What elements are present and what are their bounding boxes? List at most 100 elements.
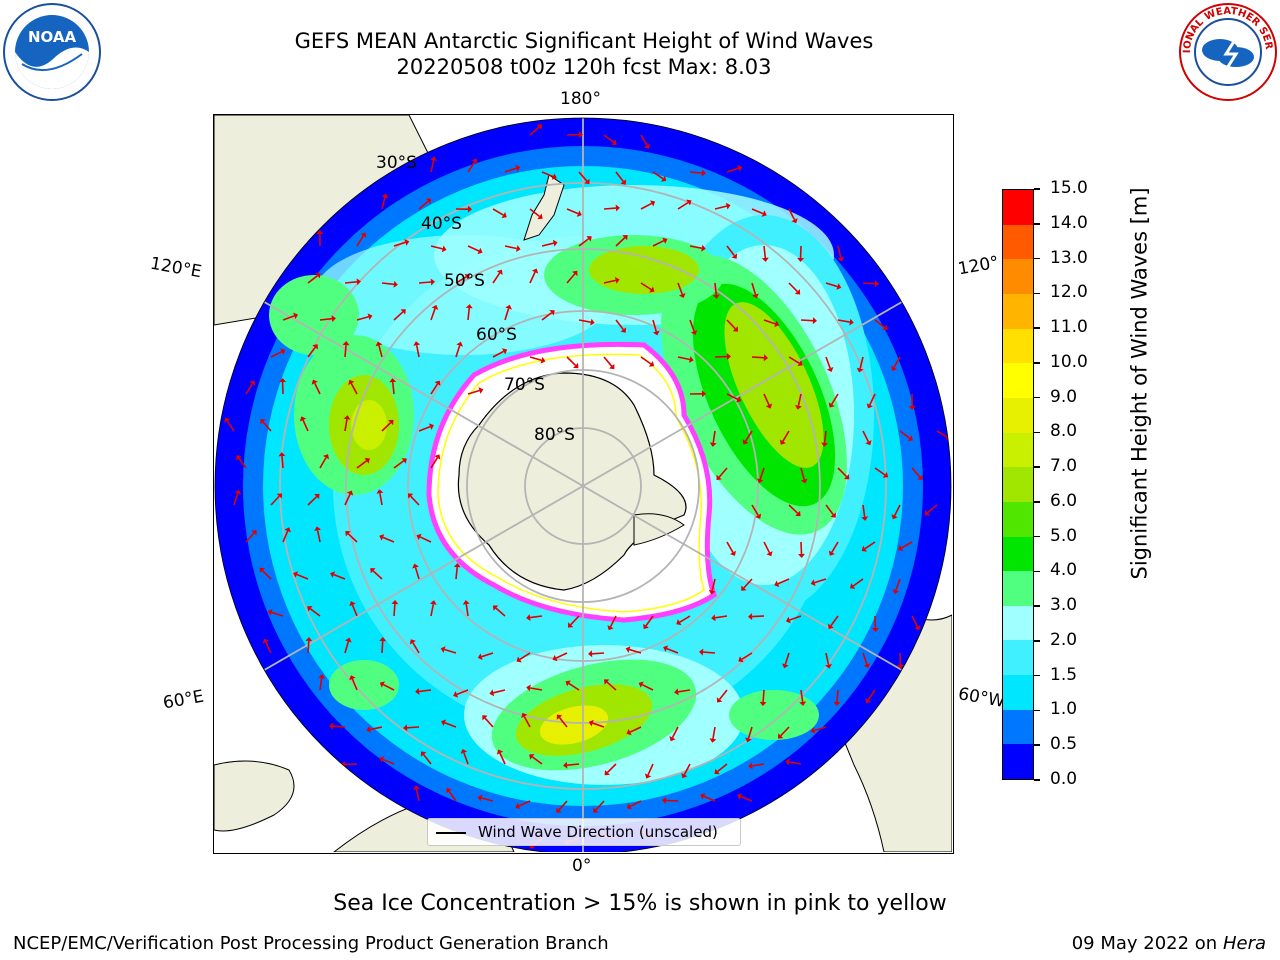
wave-arrow-head — [375, 341, 383, 347]
wave-arrow — [541, 242, 554, 247]
wave-arrow — [629, 648, 642, 654]
wave-arrow — [307, 640, 310, 654]
wave-arrow — [911, 467, 921, 478]
wave-arrow — [282, 530, 289, 543]
wave-arrow-head — [836, 283, 842, 290]
wave-arrow-head — [471, 158, 478, 164]
wave-arrow — [430, 383, 439, 395]
wave-arrow — [629, 726, 642, 733]
colorbar-tick-mark — [1034, 744, 1040, 746]
wave-arrow-head — [552, 239, 558, 247]
wave-arrow-head — [681, 772, 688, 779]
wave-arrow — [666, 647, 679, 654]
colorbar-bin — [1003, 709, 1033, 745]
colorbar-bin — [1003, 259, 1033, 295]
wave-arrow — [412, 642, 420, 654]
wave-arrow — [683, 763, 691, 775]
wave-arrow-head — [393, 280, 398, 288]
wave-arrow-head — [716, 697, 723, 703]
lat-label-30s: 30°S — [376, 153, 417, 173]
wave-arrow-head — [537, 213, 543, 220]
noaa-logo: NOAA — [2, 2, 102, 102]
wave-arrow-head — [349, 601, 356, 607]
wave-arrow — [578, 171, 588, 182]
wave-arrow — [712, 726, 716, 739]
colorbar-tick-label: 6.0 — [1050, 490, 1078, 511]
footer-host: Hera — [1222, 933, 1266, 954]
wave-arrow-head — [388, 419, 394, 426]
wave-arrow-head — [765, 403, 773, 409]
wave-arrow — [726, 393, 739, 401]
wave-arrow — [504, 308, 510, 321]
national-weather-service-logo: NATIONAL WEATHER SERVICE — [1174, 0, 1278, 102]
colorbar-tick-label: 1.5 — [1050, 664, 1078, 685]
wave-arrow — [640, 202, 652, 210]
wave-arrow — [406, 726, 420, 729]
wave-arrow-head — [342, 341, 350, 346]
wave-arrow-head — [364, 458, 370, 464]
wave-arrow — [814, 726, 827, 732]
wave-arrow-head — [643, 143, 650, 149]
wave-arrow-head — [316, 230, 324, 235]
wave-arrow-head — [729, 550, 736, 556]
wave-arrow-head — [643, 623, 649, 630]
wave-arrow-head — [343, 415, 351, 420]
wave-arrow-head — [777, 733, 784, 739]
wave-arrow — [430, 308, 436, 321]
wave-arrow — [800, 467, 805, 480]
wave-arrow — [831, 393, 839, 405]
wave-arrow-head — [795, 404, 802, 410]
wave-arrow-head — [712, 294, 720, 299]
lon-label-60e: 60°E — [161, 686, 206, 714]
wave-arrow-head — [588, 719, 594, 727]
wave-arrow — [689, 245, 702, 249]
wave-arrow-head — [413, 785, 420, 790]
wave-arrow — [499, 752, 506, 765]
wave-arrow-head — [755, 513, 762, 519]
wave-arrow — [314, 382, 321, 395]
wave-arrow — [529, 208, 540, 217]
wave-arrow-head — [648, 360, 655, 367]
wave-arrow — [747, 726, 753, 739]
wave-arrow-head — [526, 684, 531, 692]
wave-arrow — [788, 208, 796, 221]
wave-arrow — [814, 578, 827, 584]
wave-arrow-head — [249, 380, 256, 386]
wave-arrow — [493, 689, 506, 694]
legend-line-swatch — [436, 832, 466, 834]
wave-arrow — [418, 281, 432, 284]
wave-arrow — [418, 200, 429, 210]
wave-arrow-head — [779, 439, 786, 445]
colorbar-tick-mark — [1034, 535, 1040, 538]
wave-arrow-head — [260, 418, 266, 425]
wave-arrow-head — [649, 286, 655, 293]
colorbar-ticks: 0.0 0.5 1.0 1.5 2.0 3.0 4.0 5.0 6.0 7.0 8.0 9.0 10.0… — [1034, 178, 1104, 789]
wave-arrow-head — [379, 534, 385, 541]
colorbar-tick-label: 9.0 — [1050, 386, 1078, 407]
lat-label-60s: 60°S — [476, 325, 517, 345]
wave-arrow-head — [284, 527, 291, 533]
wave-arrow-head — [689, 356, 694, 363]
wave-arrow-head — [626, 803, 632, 810]
wave-arrow-head — [891, 514, 898, 520]
wave-arrow-head — [356, 278, 361, 286]
wave-arrow — [332, 725, 346, 728]
wave-arrow-head — [761, 257, 769, 262]
wave-arrow — [444, 721, 457, 728]
wave-arrow-head — [748, 762, 753, 770]
wave-arrow — [726, 319, 736, 330]
wave-arrow — [647, 763, 654, 776]
wave-arrow-head — [609, 363, 615, 370]
wave-arrow — [444, 648, 457, 654]
wave-arrow-head — [460, 748, 468, 754]
wave-arrow — [238, 457, 247, 469]
wave-arrow-head — [348, 379, 355, 386]
wave-arrow-head — [800, 478, 808, 484]
wave-arrow-head — [314, 493, 320, 500]
wave-arrow — [333, 573, 346, 580]
wave-arrow-head — [440, 646, 446, 653]
colorbar-tick-mark — [1034, 257, 1040, 260]
wave-arrow — [541, 171, 554, 178]
colorbar-bin — [1003, 640, 1033, 676]
wave-arrow — [351, 678, 358, 691]
